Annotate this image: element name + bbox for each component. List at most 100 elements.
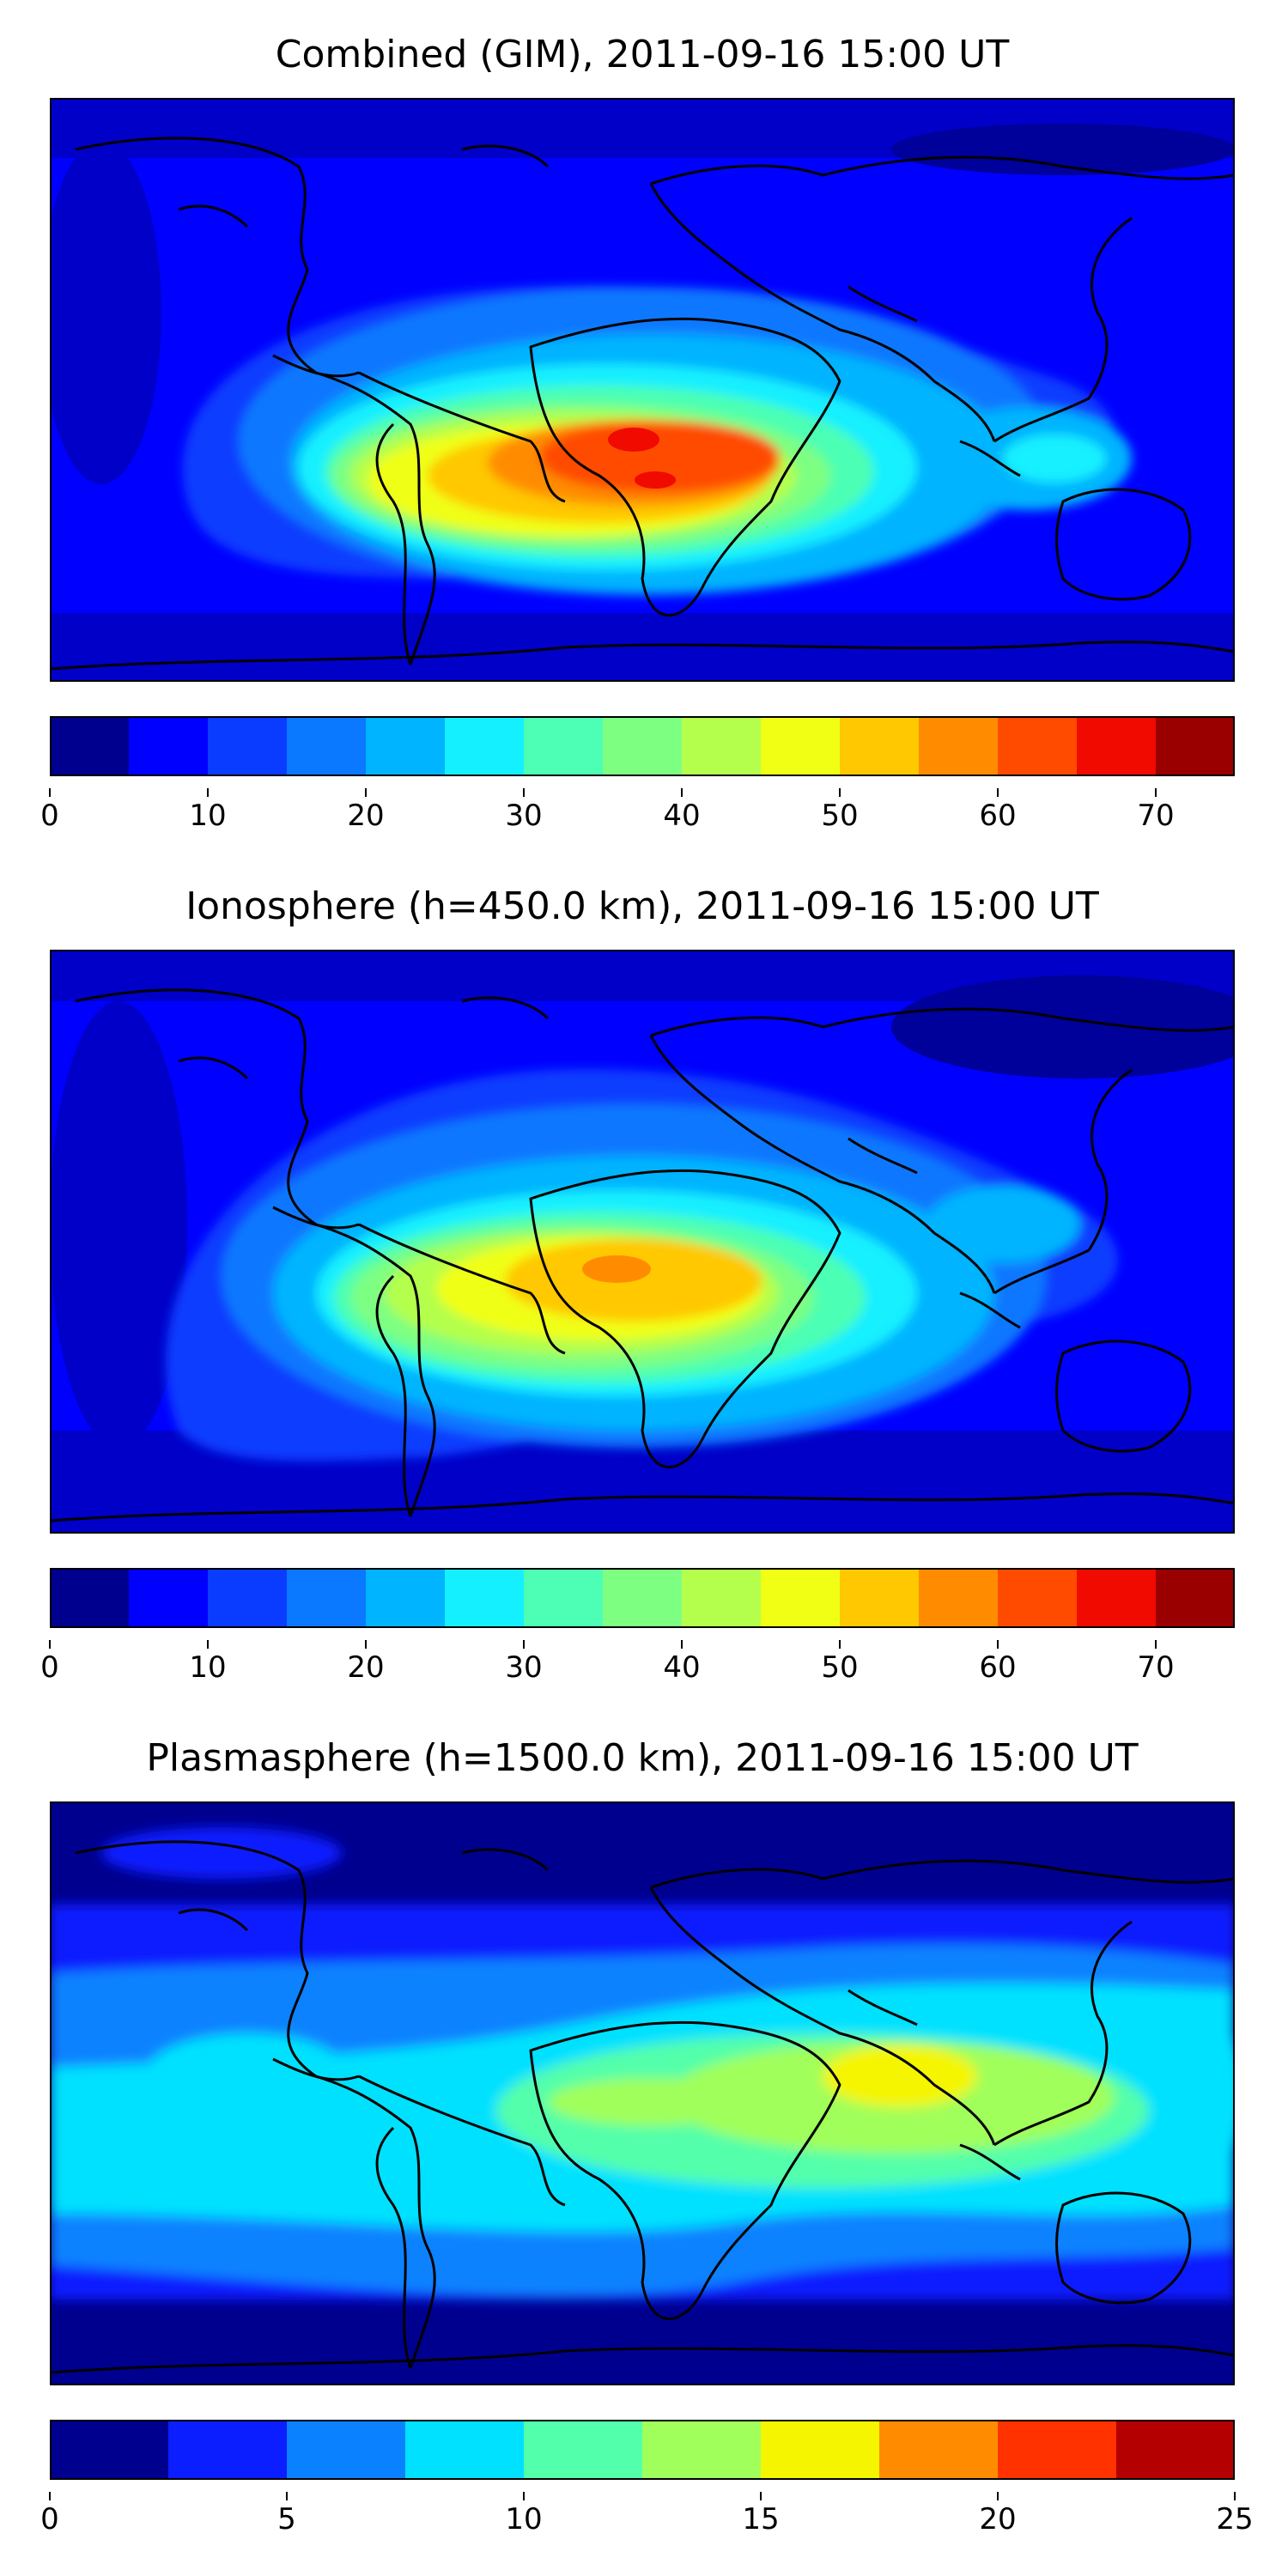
panel-2-colorbar-ticks: 0 10 20 30 40 50 60 70 [40,1640,1235,1693]
colorbar-tick-label: 40 [663,1650,701,1685]
colorbar-tick-mark [997,1640,999,1649]
colorbar-tick-label: 50 [821,1650,859,1685]
colorbar-tick-mark [839,788,841,797]
panel-1-contours [50,98,1235,682]
colorbar-cell [208,716,288,776]
colorbar-cell [445,716,525,776]
panel-2-coastlines [50,988,1235,1522]
colorbar-cell [287,2420,406,2480]
colorbar-tick-mark [49,788,51,797]
panel-3-map [50,1801,1235,2385]
colorbar-tick-label: 20 [347,799,385,833]
colorbar-tick-label: 0 [40,1650,59,1685]
panel-3-title: Plasmasphere (h=1500.0 km), 2011-09-16 1… [146,1736,1139,1780]
colorbar-cell [1077,1568,1157,1628]
colorbar-cell [50,716,130,776]
colorbar-tick-label: 20 [979,2502,1017,2537]
colorbar-tick-mark [1234,2492,1236,2500]
colorbar-tick-mark [523,2492,525,2500]
panel-3-coastlines [50,1840,1235,2374]
panel-2-map [50,950,1235,1534]
colorbar-cell [50,1568,130,1628]
colorbar-tick-label: 25 [1216,2502,1254,2537]
panel-1-colorbar-ticks: 0 10 20 30 40 50 60 70 [40,788,1235,841]
panel-3-colorbar-ticks: 0 5 10 15 20 25 [40,2492,1254,2545]
colorbar-cell [1116,2420,1235,2480]
colorbar-tick-label: 60 [979,1650,1017,1685]
colorbar-cell [1156,1568,1235,1628]
colorbar-tick-label: 10 [189,1650,227,1685]
colorbar-cell [761,1568,841,1628]
colorbar-cell [524,2420,643,2480]
colorbar-cell [405,2420,525,2480]
colorbar-tick-mark [286,2492,288,2500]
panel-3-colorbar [50,2420,1235,2480]
colorbar-tick-label: 40 [663,799,701,833]
colorbar-cell [287,1568,367,1628]
colorbar-cell [445,1568,525,1628]
panel-1-map [50,98,1235,682]
colorbar-tick-mark [49,2492,51,2500]
colorbar-tick-label: 10 [505,2502,543,2537]
panel-1-coastlines [50,137,1235,671]
colorbar-cell [208,1568,288,1628]
panel-2-colorbar [50,1568,1235,1628]
colorbar-cell [287,716,367,776]
panel-1-title: Combined (GIM), 2011-09-16 15:00 UT [275,33,1010,76]
colorbar-tick-mark [1155,788,1157,797]
colorbar-tick-label: 70 [1137,1650,1175,1685]
colorbar-cell [366,716,446,776]
panel-2-frame [50,950,1235,1534]
colorbar-cell [524,1568,604,1628]
colorbar-tick-mark [365,788,367,797]
colorbar-tick-label: 0 [40,2502,59,2537]
colorbar-tick-mark [49,1640,51,1649]
colorbar-cell [919,1568,999,1628]
colorbar-tick-label: 70 [1137,799,1175,833]
colorbar-tick-mark [207,788,209,797]
panel-2-contours [50,950,1235,1534]
colorbar-tick-mark [1155,1640,1157,1649]
colorbar-cell [682,716,762,776]
colorbar-cell [682,1568,762,1628]
colorbar-tick-mark [365,1640,367,1649]
colorbar-cell [1077,716,1157,776]
colorbar-cell [603,1568,683,1628]
colorbar-cell [919,716,999,776]
panel-1-colorbar [50,716,1235,776]
colorbar-tick-label: 50 [821,799,859,833]
colorbar-cell [998,1568,1078,1628]
colorbar-cell [524,716,604,776]
colorbar-tick-label: 10 [189,799,227,833]
panel-3-contours [50,1801,1235,2385]
colorbar-cell [129,716,209,776]
colorbar-tick-mark [760,2492,762,2500]
colorbar-cell [642,2420,762,2480]
colorbar-tick-mark [681,788,683,797]
colorbar-tick-label: 20 [347,1650,385,1685]
colorbar-tick-mark [681,1640,683,1649]
colorbar-cell [761,2420,880,2480]
colorbar-tick-label: 0 [40,799,59,833]
colorbar-cell [603,716,683,776]
panel-1-frame [50,98,1235,682]
colorbar-tick-label: 15 [742,2502,780,2537]
colorbar-tick-label: 30 [505,799,543,833]
colorbar-tick-mark [523,1640,525,1649]
panel-2-title: Ionosphere (h=450.0 km), 2011-09-16 15:0… [185,884,1099,928]
colorbar-cell [366,1568,446,1628]
colorbar-tick-mark [839,1640,841,1649]
colorbar-cell [761,716,841,776]
colorbar-tick-mark [997,2492,999,2500]
colorbar-tick-label: 30 [505,1650,543,1685]
panel-3-frame [50,1801,1235,2385]
colorbar-tick-label: 5 [277,2502,296,2537]
colorbar-cell [840,1568,920,1628]
colorbar-tick-mark [997,788,999,797]
colorbar-cell [129,1568,209,1628]
colorbar-cell [168,2420,288,2480]
colorbar-cell [998,2420,1117,2480]
colorbar-cell [840,716,920,776]
colorbar-cell [1156,716,1235,776]
colorbar-tick-mark [207,1640,209,1649]
